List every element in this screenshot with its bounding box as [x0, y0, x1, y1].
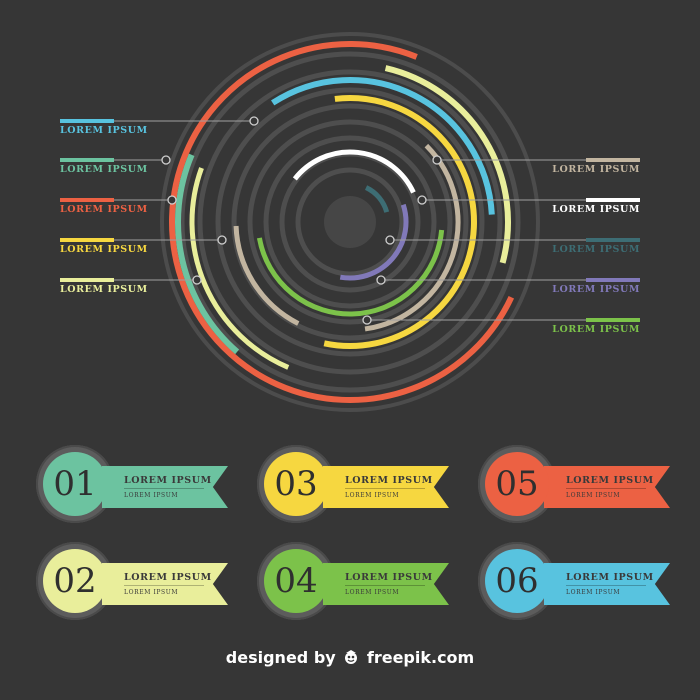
badge-number: 06	[485, 549, 549, 613]
connector-dot	[249, 116, 259, 126]
badge-divider	[566, 488, 646, 489]
badge-title: LOREM IPSUM	[566, 572, 654, 583]
colored-arc	[364, 143, 461, 332]
concentric-arc-diagram	[60, 32, 640, 412]
badge-title: LOREM IPSUM	[345, 572, 433, 583]
badge-subtitle: LOREM IPSUM	[124, 589, 179, 596]
connector-dot	[385, 235, 395, 245]
colored-arc	[364, 185, 390, 213]
badge-subtitle: LOREM IPSUM	[566, 589, 621, 596]
badge-06: 06 LOREM IPSUM LOREM IPSUM	[478, 542, 678, 632]
right-label-bar	[586, 318, 640, 322]
right-label: LOREM IPSUM	[552, 244, 640, 255]
colored-arc	[169, 41, 515, 403]
colored-arc	[175, 153, 240, 355]
badge-subtitle: LOREM IPSUM	[566, 492, 621, 499]
left-label-bar	[60, 158, 114, 162]
right-label: LOREM IPSUM	[552, 164, 640, 175]
left-label-bar	[60, 238, 114, 242]
credit-brand: freepik.com	[366, 648, 475, 667]
colored-arcs	[169, 41, 515, 403]
badge-number: 03	[264, 452, 328, 516]
connector-dot	[432, 155, 442, 165]
connector-dot	[417, 195, 427, 205]
badge-title: LOREM IPSUM	[566, 475, 654, 486]
badge-number: 04	[264, 549, 328, 613]
badge-number: 05	[485, 452, 549, 516]
connector-dot	[376, 275, 386, 285]
right-label: LOREM IPSUM	[552, 324, 640, 335]
left-label: LOREM IPSUM	[60, 164, 148, 175]
badge-divider	[345, 585, 425, 586]
badge-ribbon	[102, 563, 228, 605]
left-label: LOREM IPSUM	[60, 284, 148, 295]
right-label-bar	[586, 278, 640, 282]
badge-subtitle: LOREM IPSUM	[345, 589, 400, 596]
colored-arc	[189, 167, 290, 370]
credit-line[interactable]: designed by freepik.com	[0, 648, 700, 667]
badge-04: 04 LOREM IPSUM LOREM IPSUM	[257, 542, 457, 632]
badge-number: 02	[43, 549, 107, 613]
badge-title: LOREM IPSUM	[124, 572, 212, 583]
left-label-bar	[60, 119, 114, 123]
connector-dot	[362, 315, 372, 325]
background-ring	[179, 51, 521, 393]
colored-arc	[271, 77, 495, 215]
colored-arc	[323, 95, 477, 349]
badge-01: 01 LOREM IPSUM LOREM IPSUM	[36, 445, 236, 535]
right-label-bar	[586, 198, 640, 202]
left-label: LOREM IPSUM	[60, 244, 148, 255]
colored-arc	[384, 65, 511, 264]
freepik-logo-icon	[345, 650, 358, 664]
background-ring	[263, 135, 437, 309]
badge-divider	[124, 488, 204, 489]
background-ring	[215, 87, 485, 357]
credit-prefix: designed by	[225, 648, 336, 667]
left-label-bar	[60, 198, 114, 202]
badge-02: 02 LOREM IPSUM LOREM IPSUM	[36, 542, 236, 632]
badge-ribbon	[102, 466, 228, 508]
colored-arc	[339, 203, 409, 281]
left-label-bar	[60, 278, 114, 282]
connector-dot	[192, 275, 202, 285]
badge-03: 03 LOREM IPSUM LOREM IPSUM	[257, 445, 457, 535]
right-label-bar	[586, 158, 640, 162]
background-ring	[247, 119, 453, 325]
outer-ring	[160, 32, 540, 412]
badge-subtitle: LOREM IPSUM	[124, 492, 179, 499]
background-ring	[197, 69, 503, 375]
center-disc	[324, 196, 376, 248]
right-label-bar	[586, 238, 640, 242]
badge-number: 01	[43, 452, 107, 516]
colored-arc	[233, 225, 300, 326]
badge-title: LOREM IPSUM	[345, 475, 433, 486]
badge-05: 05 LOREM IPSUM LOREM IPSUM	[478, 445, 678, 535]
badge-divider	[566, 585, 646, 586]
badge-divider	[345, 488, 425, 489]
badge-ribbon	[323, 466, 449, 508]
background-rings	[160, 32, 540, 412]
colored-arc	[256, 229, 445, 317]
left-label: LOREM IPSUM	[60, 125, 148, 136]
right-label: LOREM IPSUM	[552, 284, 640, 295]
background-ring	[295, 167, 405, 277]
badge-ribbon	[323, 563, 449, 605]
right-label: LOREM IPSUM	[552, 204, 640, 215]
badge-subtitle: LOREM IPSUM	[345, 492, 400, 499]
background-ring	[231, 103, 469, 341]
connector-dot	[167, 195, 177, 205]
connector-dot	[217, 235, 227, 245]
badge-title: LOREM IPSUM	[124, 475, 212, 486]
colored-arc	[292, 149, 416, 194]
left-label: LOREM IPSUM	[60, 204, 148, 215]
badge-divider	[124, 585, 204, 586]
connector-dot	[161, 155, 171, 165]
badge-ribbon	[544, 563, 670, 605]
badge-ribbon	[544, 466, 670, 508]
